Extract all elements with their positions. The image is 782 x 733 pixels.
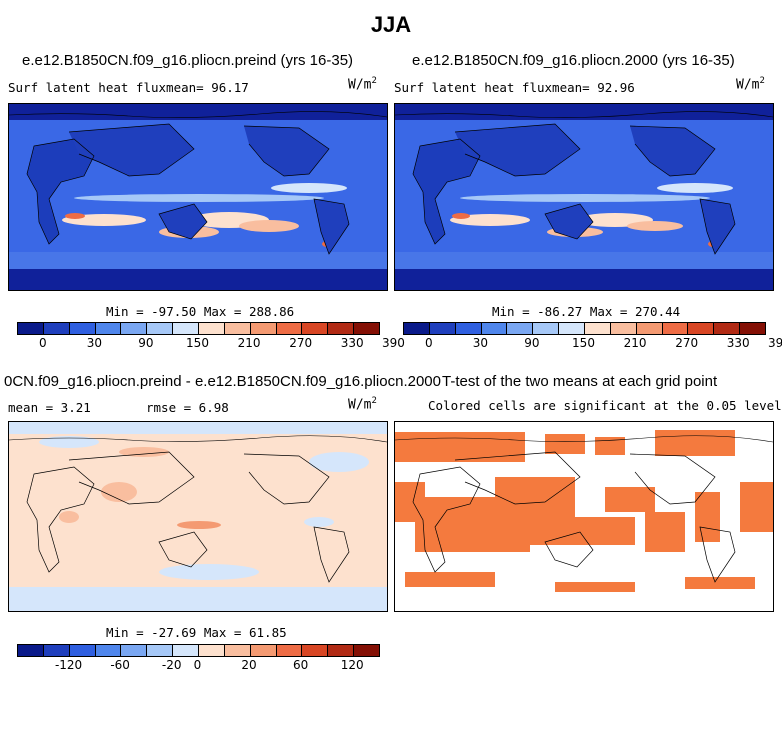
colorbar-tick-label: 330 bbox=[340, 336, 364, 350]
colorbar-tick-label: 90 bbox=[524, 336, 540, 350]
colorbar-swatch bbox=[354, 645, 380, 656]
panel4-subtitle: Colored cells are significant at the 0.0… bbox=[428, 398, 782, 413]
colorbar-tick-label: 270 bbox=[675, 336, 699, 350]
colorbar-swatch bbox=[224, 323, 251, 334]
panel2-title: e.e12.B1850CN.f09_g16.pliocn.2000 (yrs 1… bbox=[412, 52, 735, 69]
panel2-map bbox=[394, 103, 774, 291]
panel3-mean: mean = 3.21 bbox=[8, 400, 91, 415]
panel3-title: 0CN.f09_g16.pliocn.preind - e.e12.B1850C… bbox=[4, 373, 441, 390]
colorbar-swatch bbox=[173, 323, 200, 334]
colorbar-swatch bbox=[455, 323, 482, 334]
colorbar-swatch bbox=[69, 323, 96, 334]
colorbar-tick-label: 30 bbox=[472, 336, 488, 350]
panel4-map bbox=[394, 421, 774, 612]
colorbar-tick-label: 390 bbox=[382, 336, 405, 350]
panel3-rmse: rmse = 6.98 bbox=[146, 400, 229, 415]
colorbar-swatch bbox=[481, 323, 508, 334]
colorbar-swatch bbox=[740, 323, 766, 334]
colorbar-swatch bbox=[276, 645, 303, 656]
colorbar-swatch bbox=[173, 645, 200, 656]
colorbar-tick-label: 0 bbox=[193, 658, 202, 672]
panel2-subtitle: Surf latent heat fluxmean= 92.96 bbox=[394, 80, 635, 95]
colorbar-swatch bbox=[95, 645, 122, 656]
colorbar-tick-label: 30 bbox=[86, 336, 102, 350]
panel3-units: W/m2 bbox=[348, 396, 377, 413]
colorbar-swatch bbox=[354, 323, 380, 334]
colorbar-tick-label: -20 bbox=[161, 658, 182, 672]
colorbar-swatch bbox=[250, 323, 277, 334]
colorbar-tick-label: 20 bbox=[241, 658, 257, 672]
colorbar-swatch bbox=[276, 323, 303, 334]
colorbar-swatch bbox=[199, 323, 225, 334]
colorbar-swatch bbox=[69, 645, 96, 656]
colorbar-swatch bbox=[302, 645, 329, 656]
colorbar-swatch bbox=[121, 323, 148, 334]
colorbar-swatch bbox=[429, 323, 456, 334]
panel2-units: W/m2 bbox=[736, 76, 765, 93]
colorbar-tick-label: 0 bbox=[424, 336, 433, 350]
colorbar-swatch bbox=[43, 323, 70, 334]
panel2-minmax: Min = -86.27 Max = 270.44 bbox=[492, 304, 681, 319]
panel1-units: W/m2 bbox=[348, 76, 377, 93]
panel2-colorbar bbox=[403, 322, 766, 335]
panel1-map bbox=[8, 103, 388, 291]
colorbar-swatch bbox=[533, 323, 560, 334]
colorbar-swatch bbox=[559, 323, 586, 334]
panel3-minmax: Min = -27.69 Max = 61.85 bbox=[106, 625, 287, 640]
colorbar-tick-label: 390 bbox=[768, 336, 782, 350]
colorbar-tick-label: 0 bbox=[38, 336, 47, 350]
panel1-colorbar-ticks: 0 30 90 150 210 270 330 390 bbox=[17, 336, 405, 350]
colorbar-swatch bbox=[199, 645, 225, 656]
figure-title: JJA bbox=[370, 12, 412, 37]
panel1-subtitle: Surf latent heat fluxmean= 96.17 bbox=[8, 80, 249, 95]
colorbar-tick-label: -120 bbox=[54, 658, 83, 672]
colorbar-swatch bbox=[18, 323, 44, 334]
colorbar-swatch bbox=[250, 645, 277, 656]
colorbar-swatch bbox=[224, 645, 251, 656]
colorbar-swatch bbox=[121, 645, 148, 656]
colorbar-swatch bbox=[688, 323, 715, 334]
colorbar-swatch bbox=[147, 323, 174, 334]
colorbar-swatch bbox=[507, 323, 534, 334]
colorbar-swatch bbox=[636, 323, 663, 334]
colorbar-tick-label: 60 bbox=[293, 658, 309, 672]
colorbar-swatch bbox=[585, 323, 611, 334]
colorbar-tick-label: 210 bbox=[237, 336, 261, 350]
colorbar-swatch bbox=[95, 323, 122, 334]
colorbar-swatch bbox=[404, 323, 430, 334]
colorbar-swatch bbox=[714, 323, 741, 334]
colorbar-swatch bbox=[18, 645, 44, 656]
colorbar-swatch bbox=[662, 323, 689, 334]
colorbar-tick-label: 210 bbox=[623, 336, 647, 350]
panel1-title: e.e12.B1850CN.f09_g16.pliocn.preind (yrs… bbox=[22, 52, 354, 69]
colorbar-tick-label: -60 bbox=[110, 658, 130, 672]
colorbar-swatch bbox=[610, 323, 637, 334]
panel2-colorbar-ticks: 0 30 90 150 210 270 330 390 bbox=[403, 336, 782, 350]
colorbar-swatch bbox=[328, 323, 355, 334]
panel3-colorbar bbox=[17, 644, 380, 657]
colorbar-tick-label: 150 bbox=[186, 336, 209, 350]
colorbar-tick-label: 150 bbox=[572, 336, 595, 350]
panel3-colorbar-ticks: -120 -60 -20 0 20 60 120 bbox=[17, 658, 378, 672]
colorbar-swatch bbox=[147, 645, 174, 656]
panel4-title: T-test of the two means at each grid poi… bbox=[442, 373, 718, 390]
colorbar-tick-label: 270 bbox=[289, 336, 313, 350]
colorbar-swatch bbox=[302, 323, 329, 334]
colorbar-tick-label: 330 bbox=[726, 336, 750, 350]
panel3-map bbox=[8, 421, 388, 612]
colorbar-tick-label: 120 bbox=[340, 658, 364, 672]
panel1-minmax: Min = -97.50 Max = 288.86 bbox=[106, 304, 295, 319]
panel1-colorbar bbox=[17, 322, 380, 335]
colorbar-tick-label: 90 bbox=[138, 336, 154, 350]
colorbar-swatch bbox=[328, 645, 355, 656]
colorbar-swatch bbox=[43, 645, 70, 656]
